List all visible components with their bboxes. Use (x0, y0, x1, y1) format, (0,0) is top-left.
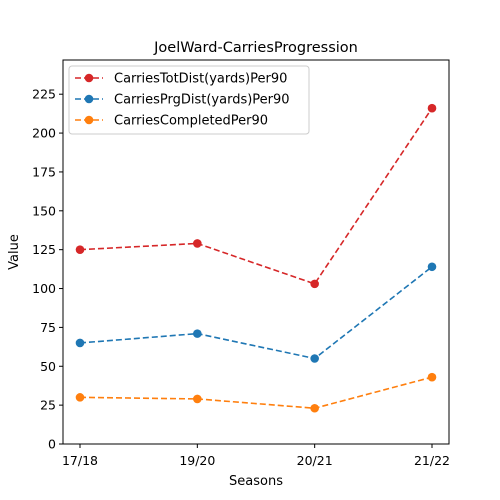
x-tick-label: 17/18 (62, 453, 98, 468)
data-point (427, 372, 437, 382)
y-tick-label: 100 (32, 281, 56, 296)
legend-box (68, 65, 310, 135)
x-axis-label: Seasons (229, 474, 283, 489)
data-point (75, 338, 85, 348)
legend: CarriesTotDist(yards)Per90 CarriesPrgDist… (68, 65, 310, 135)
y-tick-label: 200 (32, 126, 56, 141)
x-axis: 17/18 19/20 20/21 21/22 (62, 444, 450, 468)
data-point (75, 245, 85, 254)
legend-label: CarriesCompletedPer90 (114, 114, 268, 129)
data-point (310, 279, 319, 289)
chart-title: JoelWard-CarriesProgression (153, 40, 358, 56)
data-point (75, 393, 85, 402)
legend-marker (84, 115, 94, 125)
data-point (310, 354, 319, 363)
y-tick-label: 0 (48, 437, 56, 452)
legend-label: CarriesPrgDist(yards)Per90 (114, 93, 290, 108)
series-3 (75, 372, 437, 413)
series-line (79, 107, 433, 285)
data-point (310, 403, 319, 413)
y-axis-label: Value (7, 234, 22, 270)
y-tick-label: 125 (32, 242, 56, 257)
legend-marker (84, 94, 94, 104)
data-point (193, 329, 202, 338)
data-point (193, 239, 202, 248)
y-tick-label: 75 (40, 320, 56, 335)
y-tick-label: 225 (32, 87, 56, 102)
y-tick-label: 50 (40, 359, 56, 374)
series-line (79, 376, 433, 410)
y-tick-label: 25 (40, 398, 56, 413)
legend-item: CarriesCompletedPer90 (75, 114, 268, 129)
y-tick-label: 150 (32, 203, 56, 218)
legend-item: CarriesPrgDist(yards)Per90 (75, 93, 290, 108)
series-2 (75, 262, 437, 363)
x-tick-label: 20/21 (297, 453, 333, 468)
legend-item: CarriesTotDist(yards)Per90 (75, 72, 287, 87)
series-line (79, 266, 433, 360)
x-tick-label: 21/22 (414, 453, 450, 468)
y-tick-label: 175 (32, 164, 56, 179)
x-tick-label: 19/20 (179, 453, 215, 468)
data-point (193, 394, 202, 404)
legend-label: CarriesTotDist(yards)Per90 (114, 72, 287, 87)
series-layer (75, 103, 437, 413)
series-1 (75, 103, 437, 289)
y-axis: 0 25 50 75 100 125 150 175 200 225 (32, 87, 63, 452)
data-point (427, 262, 437, 272)
data-point (427, 103, 437, 113)
legend-marker (84, 73, 94, 83)
